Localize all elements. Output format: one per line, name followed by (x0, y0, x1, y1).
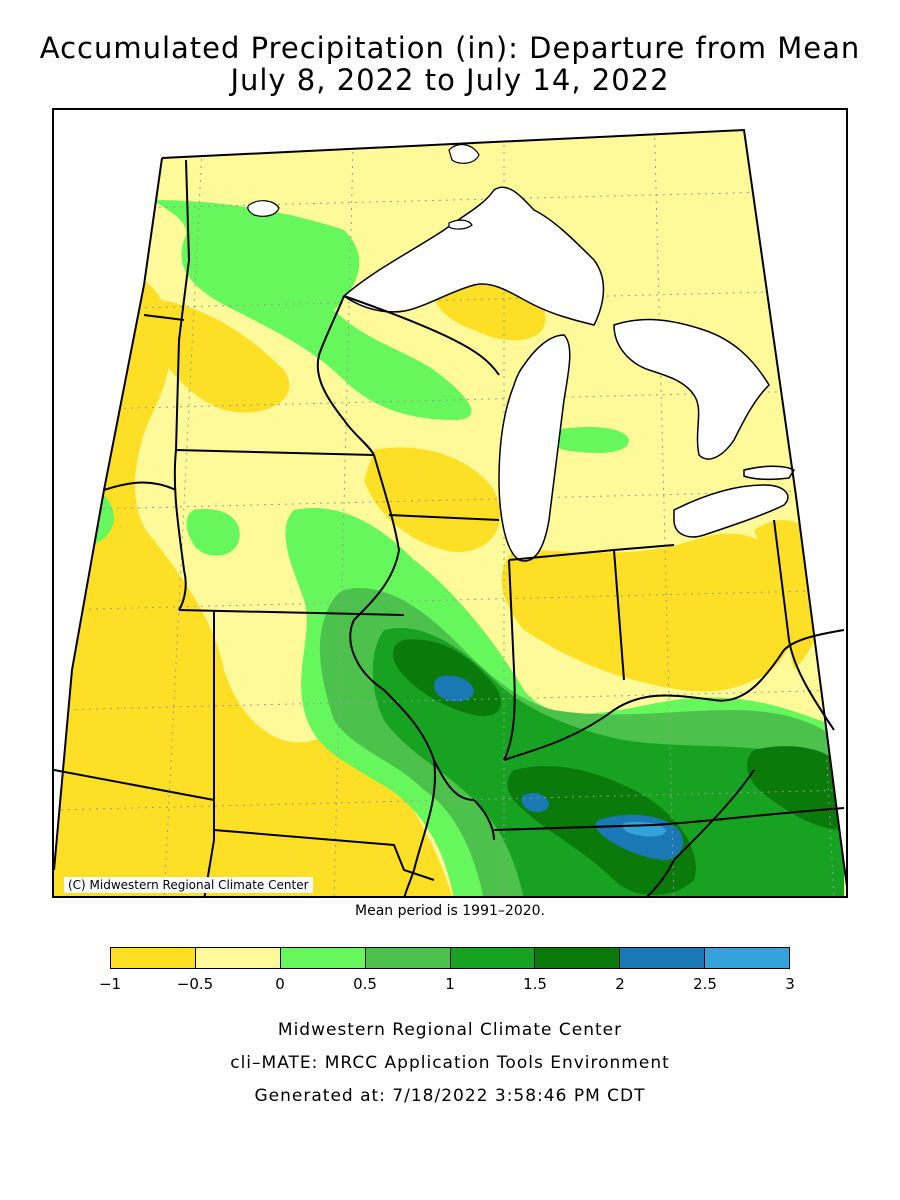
lake-michigan (498, 334, 571, 562)
mean-period-note: Mean period is 1991–2020. (355, 903, 545, 919)
mn-wi-border (316, 295, 375, 456)
legend-tick: −0.5 (176, 975, 214, 993)
wi-il-border (388, 514, 500, 521)
surplus-2-25-west (521, 793, 549, 813)
footer-generated-at: Generated at: 7/18/2022 3:58:46 PM CDT (254, 1086, 646, 1106)
domain-outline (161, 128, 846, 887)
graticule (54, 130, 846, 896)
mo-il-south (403, 759, 436, 896)
map-title-line-2: July 8, 2022 to July 14, 2022 (230, 63, 670, 97)
northern-lakes (247, 143, 480, 230)
il-in-border (503, 559, 516, 761)
state-boundaries (54, 128, 846, 896)
ks-ne-border (54, 769, 215, 801)
legend-tick: 0.5 (353, 975, 377, 993)
precipitation-map (54, 128, 846, 896)
isle-royale (448, 219, 473, 230)
legend-bin (111, 948, 196, 968)
wv-border (788, 639, 835, 731)
great-lakes (342, 186, 796, 562)
in-oh-border (613, 549, 625, 681)
legend-tick: 3 (785, 975, 795, 993)
mn-ia-border (175, 449, 375, 456)
surplus-iowa-patch (186, 509, 240, 556)
legend-bin (620, 948, 706, 968)
legend-color-bar (110, 947, 790, 969)
mn-nd-border (175, 159, 191, 451)
legend-bin (195, 948, 281, 968)
deficit-indiana-ohio (501, 533, 797, 692)
oh-pa-border (773, 519, 790, 641)
il-ky-border (473, 799, 495, 841)
ia-mo-border (178, 609, 405, 616)
upper-lakes-island (448, 143, 480, 164)
ky-tn-border (493, 807, 845, 831)
lake-ontario (743, 465, 796, 481)
legend-bin (450, 948, 536, 968)
map-copyright: (C) Midwestern Regional Climate Center (64, 877, 313, 893)
legend-tick: −1 (98, 975, 122, 993)
legend-bin (705, 948, 789, 968)
surplus-michigan-patch (551, 427, 629, 453)
map-panel: (C) Midwestern Regional Climate Center (52, 108, 848, 898)
footer-organization: Midwestern Regional Climate Center (277, 1020, 623, 1040)
lake-erie (673, 484, 789, 538)
nd-sd-border (143, 314, 185, 321)
lake-huron (613, 318, 770, 460)
deficit-central (364, 447, 501, 552)
legend-tick: 1 (445, 975, 455, 993)
map-title-line-1: Accumulated Precipitation (in): Departur… (39, 31, 861, 65)
lake-superior (342, 186, 605, 326)
color-legend: −1 −0.5 0 0.5 1 1.5 2 2.5 3 (99, 947, 795, 1007)
ia-ne-border (173, 449, 187, 611)
legend-tick: 2.5 (693, 975, 717, 993)
sd-ne-border (103, 481, 177, 491)
legend-tick: 0 (275, 975, 285, 993)
footer-application: cli–MATE: MRCC Application Tools Environ… (230, 1053, 670, 1073)
legend-tick: 1.5 (523, 975, 547, 993)
lake-of-the-woods (247, 200, 280, 217)
mi-in-oh-border (508, 544, 675, 561)
mo-ar-border (213, 829, 435, 881)
deficit-northwest (154, 300, 290, 413)
surplus-north (154, 200, 472, 420)
surplus-2-25 (434, 675, 474, 702)
legend-bin (535, 948, 621, 968)
legend-bin (280, 948, 366, 968)
legend-tick: 2 (615, 975, 625, 993)
ky-va-border (646, 769, 755, 896)
wi-mi-up-border (343, 295, 500, 376)
legend-bin (365, 948, 451, 968)
